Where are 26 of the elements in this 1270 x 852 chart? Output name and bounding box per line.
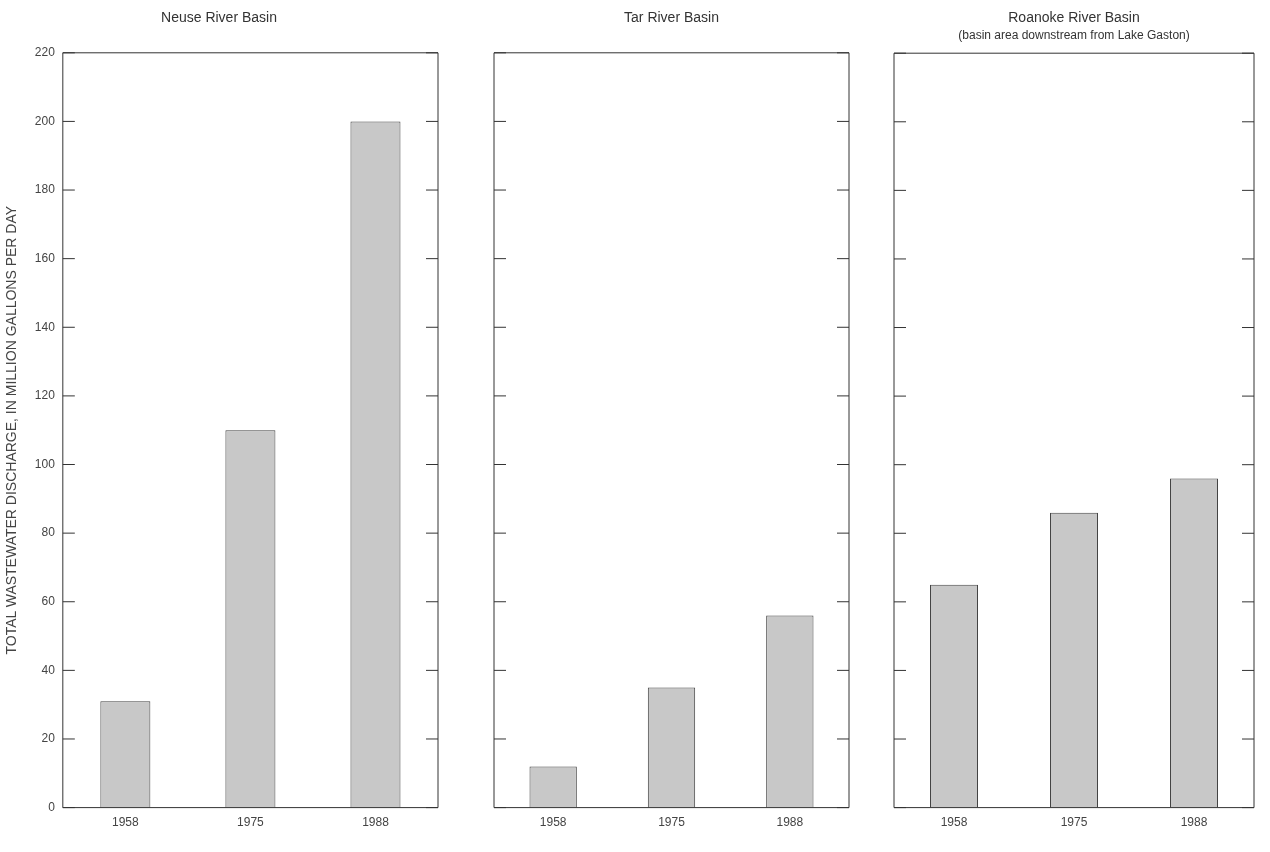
y-tick-label: 40 (41, 662, 56, 677)
x-tick-label: 1988 (362, 815, 390, 830)
y-tick-label: 180 (34, 182, 56, 197)
y-tick-label: 120 (34, 388, 56, 403)
chart-title: Roanoke River Basin (1008, 9, 1140, 26)
x-tick-label: 1988 (776, 815, 804, 830)
y-axis-title: TOTAL WASTEWATER DISCHARGE, IN MILLION GALLONS PER DAY (3, 205, 20, 655)
y-tick-label: 80 (41, 525, 56, 540)
x-tick-label: 1975 (237, 815, 265, 830)
x-tick-label: 1958 (940, 815, 968, 830)
y-tick-label: 140 (34, 319, 56, 334)
x-tick-label: 1975 (658, 815, 686, 830)
y-tick-label: 0 (48, 799, 56, 814)
x-tick-label: 1988 (1180, 815, 1208, 830)
x-tick-label: 1975 (1060, 815, 1088, 830)
y-tick-label: 220 (34, 45, 56, 60)
y-tick-label: 20 (41, 731, 56, 746)
x-tick-label: 1958 (539, 815, 567, 830)
chart-subtitle: (basin area downstream from Lake Gaston) (958, 28, 1190, 43)
chart-title: Neuse River Basin (161, 9, 277, 26)
y-tick-label: 100 (34, 456, 56, 471)
x-tick-label: 1958 (112, 815, 140, 830)
y-tick-label: 60 (41, 594, 56, 609)
y-tick-label: 160 (34, 250, 56, 265)
chart-title: Tar River Basin (624, 9, 719, 26)
y-tick-label: 200 (34, 113, 56, 128)
